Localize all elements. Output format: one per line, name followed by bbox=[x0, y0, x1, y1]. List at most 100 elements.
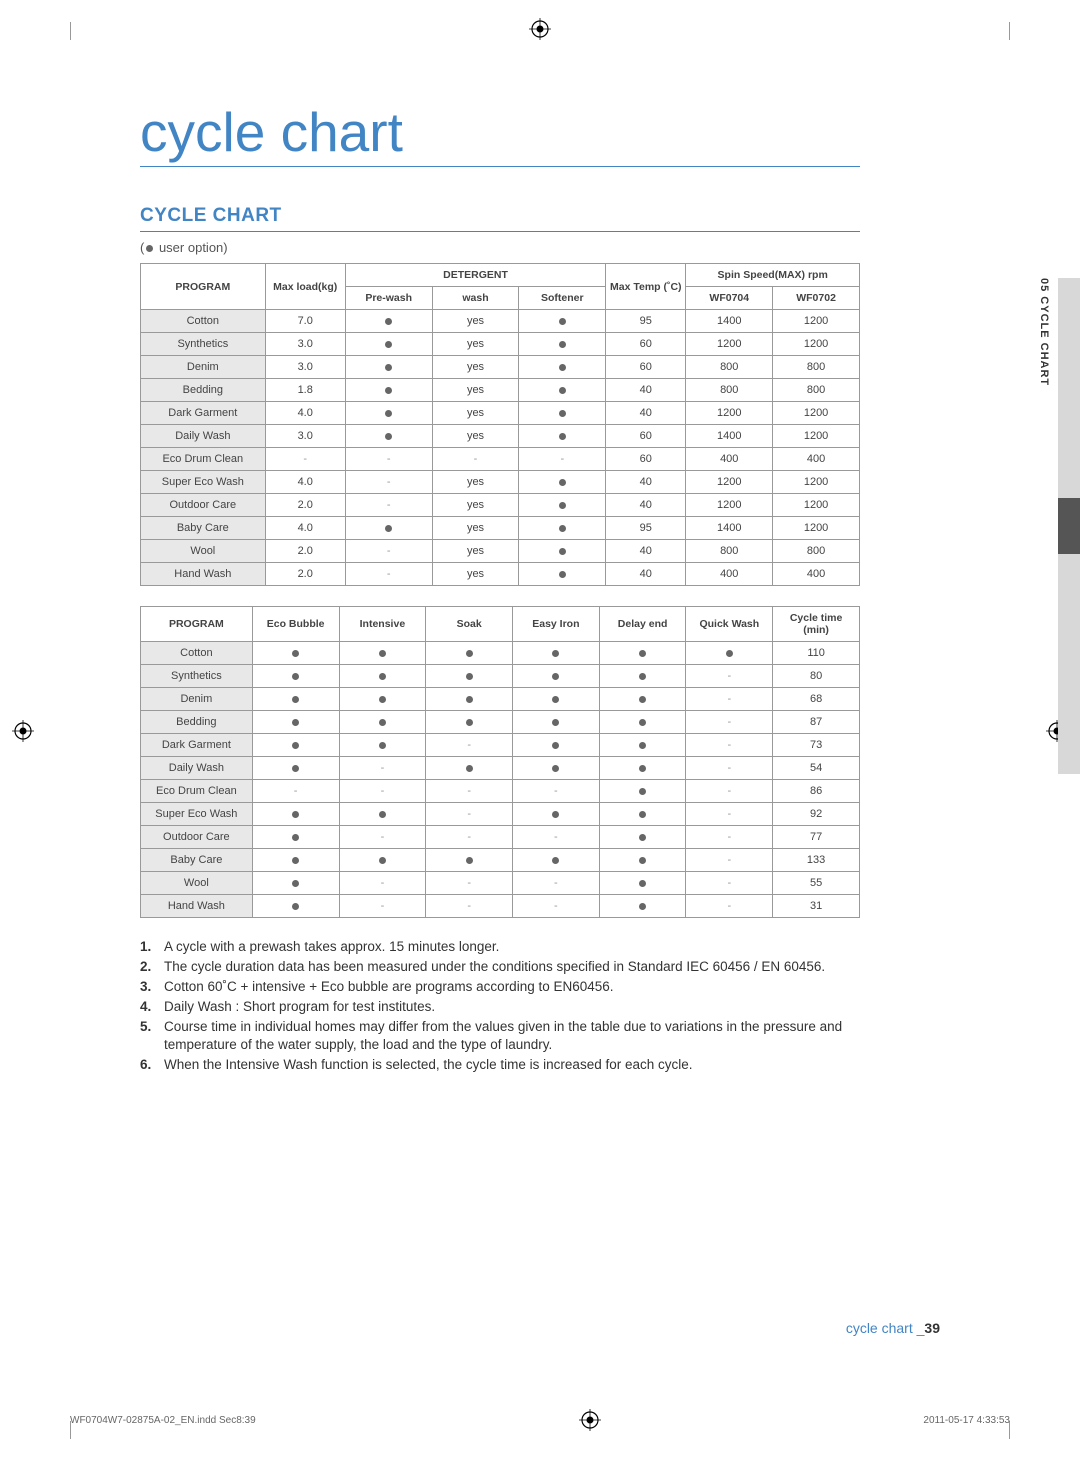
cell-soak bbox=[426, 849, 513, 872]
cell-soak bbox=[426, 688, 513, 711]
cell-spin1: 800 bbox=[686, 379, 773, 402]
cell-time: 87 bbox=[773, 711, 860, 734]
cell-wash: yes bbox=[432, 494, 519, 517]
section-tab-label: 05 CYCLE CHART bbox=[1038, 278, 1050, 386]
section-header: CYCLE CHART bbox=[140, 205, 860, 232]
cell-spin1: 1200 bbox=[686, 471, 773, 494]
table-row: Eco Drum Clean-----86 bbox=[141, 780, 860, 803]
cell-eco bbox=[252, 826, 339, 849]
cell-quick: - bbox=[686, 665, 773, 688]
cell-load: 3.0 bbox=[265, 333, 345, 356]
cell-spin1: 800 bbox=[686, 356, 773, 379]
cell-wash: yes bbox=[432, 379, 519, 402]
dot-icon bbox=[146, 245, 153, 252]
cell-temp: 40 bbox=[606, 471, 686, 494]
cell-soak: - bbox=[426, 780, 513, 803]
table-row: Denim-68 bbox=[141, 688, 860, 711]
cell-program: Super Eco Wash bbox=[141, 471, 266, 494]
cell-soak bbox=[426, 642, 513, 665]
cell-softener bbox=[519, 494, 606, 517]
crop-mark-bottom-icon bbox=[579, 1409, 601, 1431]
cell-iron bbox=[513, 757, 600, 780]
notes-list: A cycle with a prewash takes approx. 15 … bbox=[140, 938, 860, 1075]
cell-spin2: 1200 bbox=[773, 333, 860, 356]
cell-soak: - bbox=[426, 895, 513, 918]
col-detergent: DETERGENT bbox=[345, 264, 605, 287]
table-row: Outdoor Care----77 bbox=[141, 826, 860, 849]
cell-temp: 60 bbox=[606, 356, 686, 379]
col-maxload: Max load(kg) bbox=[265, 264, 345, 310]
cell-iron bbox=[513, 849, 600, 872]
col-soak: Soak bbox=[426, 607, 513, 642]
cell-temp: 60 bbox=[606, 425, 686, 448]
cell-load: 7.0 bbox=[265, 310, 345, 333]
cell-prewash bbox=[345, 333, 432, 356]
dot-icon bbox=[379, 673, 386, 680]
cell-wash: yes bbox=[432, 310, 519, 333]
dot-icon bbox=[552, 696, 559, 703]
dot-icon bbox=[466, 696, 473, 703]
cell-soak bbox=[426, 757, 513, 780]
table-row: Outdoor Care2.0-yes4012001200 bbox=[141, 494, 860, 517]
cell-time: 92 bbox=[773, 803, 860, 826]
dot-icon bbox=[292, 834, 299, 841]
cycle-table-1: PROGRAM Max load(kg) DETERGENT Max Temp … bbox=[140, 263, 860, 586]
cell-program: Daily Wash bbox=[141, 757, 253, 780]
print-timestamp: 2011-05-17 4:33:53 bbox=[923, 1415, 1010, 1426]
dot-icon bbox=[559, 479, 566, 486]
dot-icon bbox=[559, 364, 566, 371]
dot-icon bbox=[385, 341, 392, 348]
table-row: Hand Wash2.0-yes40400400 bbox=[141, 563, 860, 586]
cell-time: 80 bbox=[773, 665, 860, 688]
table-row: Eco Drum Clean----60400400 bbox=[141, 448, 860, 471]
cell-program: Bedding bbox=[141, 711, 253, 734]
cell-iron bbox=[513, 803, 600, 826]
cell-prewash: - bbox=[345, 540, 432, 563]
cell-load: 3.0 bbox=[265, 356, 345, 379]
cell-wash: yes bbox=[432, 425, 519, 448]
cell-load: - bbox=[265, 448, 345, 471]
col-eco: Eco Bubble bbox=[252, 607, 339, 642]
cell-wash: yes bbox=[432, 402, 519, 425]
cell-intensive bbox=[339, 734, 426, 757]
cell-load: 2.0 bbox=[265, 540, 345, 563]
cell-temp: 40 bbox=[606, 540, 686, 563]
cell-quick bbox=[686, 642, 773, 665]
dot-icon bbox=[639, 765, 646, 772]
dot-icon bbox=[292, 673, 299, 680]
dot-icon bbox=[379, 742, 386, 749]
cell-iron: - bbox=[513, 826, 600, 849]
cell-quick: - bbox=[686, 711, 773, 734]
dot-icon bbox=[466, 650, 473, 657]
cell-time: 133 bbox=[773, 849, 860, 872]
cell-spin1: 1400 bbox=[686, 517, 773, 540]
cell-quick: - bbox=[686, 895, 773, 918]
cell-delay bbox=[599, 688, 686, 711]
dot-icon bbox=[466, 719, 473, 726]
cell-soak bbox=[426, 711, 513, 734]
cell-quick: - bbox=[686, 757, 773, 780]
dot-icon bbox=[292, 765, 299, 772]
cell-delay bbox=[599, 849, 686, 872]
dot-icon bbox=[379, 719, 386, 726]
dot-icon bbox=[292, 696, 299, 703]
col-cycletime: Cycle time (min) bbox=[773, 607, 860, 642]
cell-program: Wool bbox=[141, 872, 253, 895]
table-row: Hand Wash----31 bbox=[141, 895, 860, 918]
table-row: Daily Wash--54 bbox=[141, 757, 860, 780]
cell-prewash bbox=[345, 356, 432, 379]
cell-program: Daily Wash bbox=[141, 425, 266, 448]
cell-delay bbox=[599, 803, 686, 826]
cell-temp: 95 bbox=[606, 310, 686, 333]
footer-page-label: cycle chart _39 bbox=[846, 1320, 940, 1336]
col-prewash: Pre-wash bbox=[345, 287, 432, 310]
page-title: cycle chart bbox=[140, 100, 860, 167]
col-wash: wash bbox=[432, 287, 519, 310]
crop-mark-left-icon bbox=[12, 720, 34, 742]
print-footer: WF0704W7-02875A-02_EN.indd Sec8:39 2011-… bbox=[70, 1409, 1010, 1431]
dot-icon bbox=[552, 765, 559, 772]
dot-icon bbox=[559, 387, 566, 394]
cell-program: Dark Garment bbox=[141, 402, 266, 425]
cell-quick: - bbox=[686, 734, 773, 757]
cell-time: 54 bbox=[773, 757, 860, 780]
